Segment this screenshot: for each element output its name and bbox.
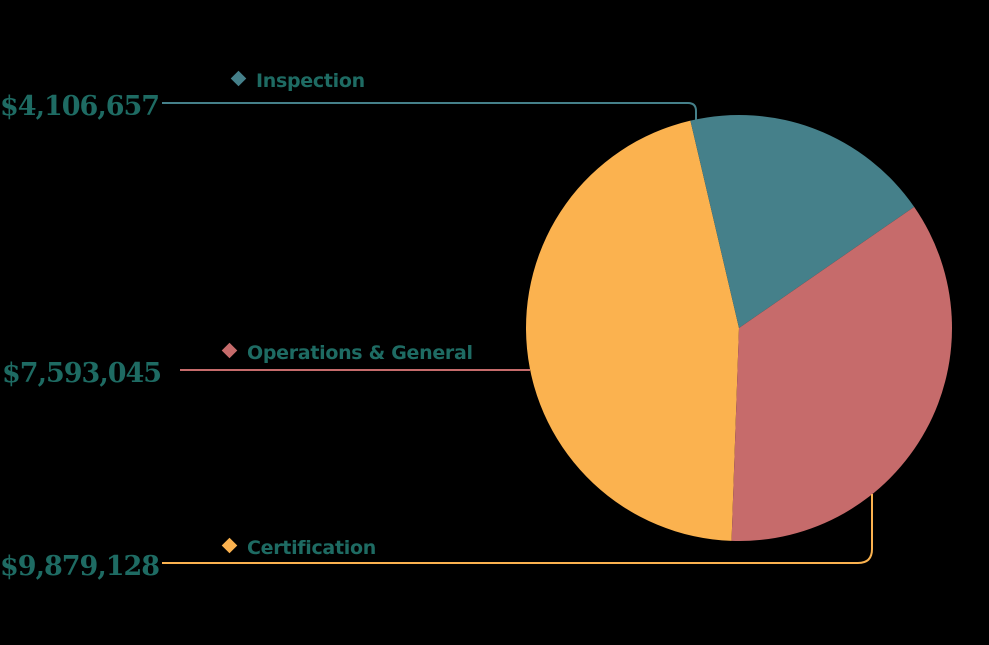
leader-line-certification (162, 494, 873, 564)
pie-slices (526, 114, 953, 541)
pie-slice-certification (526, 120, 739, 541)
legend-marker-inspection (230, 70, 247, 87)
value-label-inspection: $4,106,657 (0, 91, 159, 122)
legend-label-operations-general: Operations & General (247, 342, 473, 364)
legend-marker-operations-general (221, 342, 238, 359)
value-label-operations-general: $7,593,045 (2, 358, 161, 389)
pie-slice-operations-general (731, 206, 953, 541)
legend-label-inspection: Inspection (256, 70, 365, 92)
leader-line-inspection (162, 102, 697, 121)
value-label-certification: $9,879,128 (0, 551, 159, 582)
legend-label-certification: Certification (247, 537, 376, 559)
legend-marker-certification (221, 537, 238, 554)
pie-slice-inspection (690, 114, 915, 328)
